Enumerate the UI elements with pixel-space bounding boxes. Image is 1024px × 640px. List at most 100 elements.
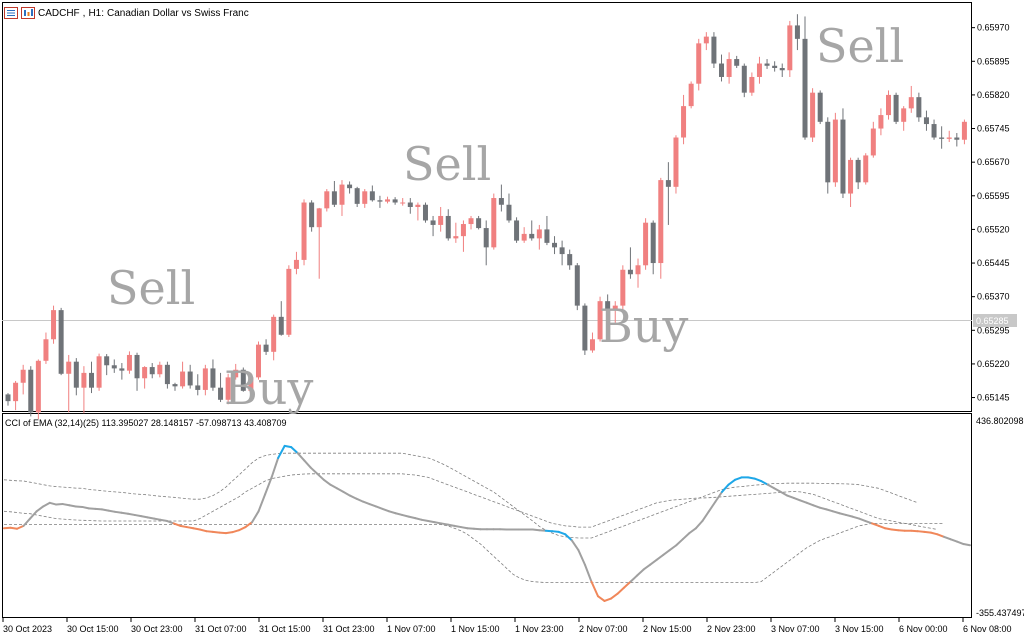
candle [802, 16, 808, 140]
cci-line-segment [844, 513, 854, 518]
cci-line-segment [760, 480, 769, 486]
candle [347, 181, 353, 194]
cci-line-segment [688, 527, 697, 535]
price-tick-label: 0.65970 [977, 23, 1010, 33]
candle [187, 364, 193, 389]
cci-line-segment [113, 510, 123, 514]
cci-line-segment [22, 517, 32, 527]
chart-header: CADCHF, H1: Canadian Dollar vs Swiss Fra… [4, 5, 249, 21]
price-tick-label: 0.65595 [977, 191, 1010, 201]
candle [931, 119, 937, 140]
cci-line-segment [636, 568, 645, 577]
candle [430, 215, 436, 237]
candle [210, 359, 216, 391]
cci-line-segment [166, 520, 175, 525]
time-tick-label: 30 Oct 2023 [3, 624, 52, 634]
candle [916, 92, 922, 122]
price-tick-label: 0.65670 [977, 157, 1010, 167]
cci-line-segment [205, 530, 214, 533]
candle [164, 361, 170, 389]
cci-line-segment [420, 518, 430, 523]
candle [825, 117, 831, 194]
cci-line-segment [577, 549, 586, 566]
candle [817, 90, 823, 125]
candle [286, 265, 292, 338]
cci-line-segment [890, 528, 900, 532]
cci-line-segment [394, 512, 404, 516]
cci-line-segment [949, 538, 958, 543]
candle [309, 200, 315, 232]
cci-line-segment [831, 510, 841, 515]
indicator-label: CCI of EMA (32,14)(25) 113.395027 28.148… [5, 418, 287, 428]
cci-line-segment [551, 530, 560, 533]
cci-line-segment [786, 494, 795, 499]
candle [392, 197, 398, 205]
cci-line-segment [694, 520, 704, 530]
candle [635, 258, 641, 288]
candle [331, 180, 337, 207]
cci-line-segment [923, 530, 932, 534]
price-pane-frame [2, 2, 972, 412]
cci-line-segment [818, 506, 828, 511]
cci-line-segment [773, 487, 782, 493]
cci-line-segment [185, 526, 195, 530]
cci-line-segment [649, 558, 658, 566]
cci-line-segment [68, 504, 77, 508]
cci-line-segment [81, 505, 90, 510]
cci-line-segment [290, 446, 299, 455]
cci-line-segment [48, 501, 58, 506]
cci-line-segment [753, 477, 763, 483]
cci-line-segment [368, 503, 378, 508]
candle [51, 305, 57, 344]
cci-line-segment [440, 522, 449, 526]
cci-line-segment [531, 528, 541, 532]
cci-line-segment [264, 476, 273, 496]
candle [88, 361, 94, 394]
cci-line-segment [329, 483, 338, 490]
candle [939, 126, 945, 149]
cci-band-line [3, 452, 918, 539]
indicator-pane-frame [2, 413, 972, 618]
cci-line-segment [655, 553, 665, 561]
cci-line-segment [864, 520, 874, 525]
candle [696, 38, 702, 91]
time-tick-label: 30 Oct 23:00 [131, 624, 183, 634]
current-price-tag [973, 314, 1017, 327]
candle [240, 367, 246, 392]
cci-line-segment [16, 524, 25, 530]
candle [369, 185, 375, 202]
time-tick-label: 30 Oct 15:00 [67, 624, 119, 634]
cci-line-segment [100, 508, 110, 512]
cci-line-segment [446, 523, 456, 527]
candle [293, 251, 299, 275]
cci-line-segment [414, 517, 423, 521]
candle [5, 393, 11, 406]
cci-line-segment [877, 524, 887, 530]
candle [35, 359, 41, 420]
candle [923, 110, 929, 131]
candle [643, 218, 649, 270]
time-tick-label: 1 Nov 07:00 [387, 624, 436, 634]
cci-line-segment [296, 452, 306, 462]
candle [734, 55, 740, 69]
candle [491, 193, 497, 250]
cci-line-segment [557, 530, 567, 536]
cci-line-segment [792, 496, 802, 502]
time-tick-label: 2 Nov 07:00 [579, 624, 628, 634]
chart-bars-icon[interactable] [21, 7, 35, 19]
candle [476, 215, 482, 230]
candle [536, 224, 542, 250]
cci-line-segment [335, 487, 345, 493]
cci-line-segment [9, 526, 19, 530]
cci-line-segment [133, 513, 143, 518]
candle [195, 374, 201, 396]
symbol-label: CADCHF [38, 7, 80, 19]
chart-list-icon[interactable] [4, 7, 18, 19]
candle [521, 227, 527, 243]
time-tick-label: 31 Oct 07:00 [195, 624, 247, 634]
cci-line-segment [231, 529, 240, 534]
cci-line-segment [805, 501, 815, 507]
candle [650, 220, 656, 275]
candle [445, 209, 451, 241]
candle [582, 303, 588, 355]
